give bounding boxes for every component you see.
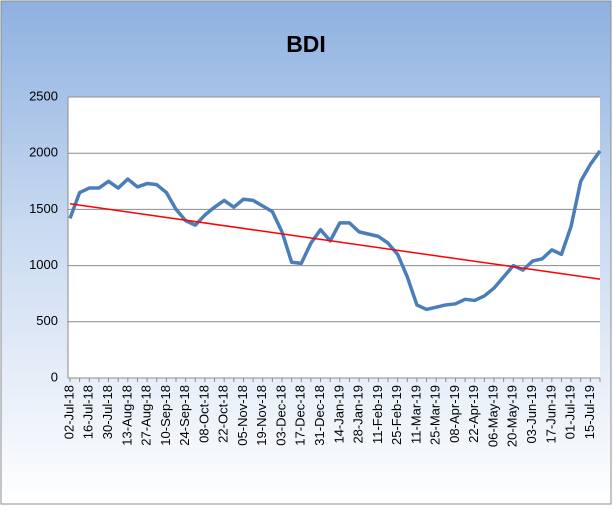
- trend-line: [69, 203, 601, 280]
- x-tick-label: 22-Apr-19: [466, 385, 481, 443]
- x-tick-label: 02-Jul-18: [61, 385, 76, 439]
- x-tick-label: 03-Jun-19: [524, 385, 539, 444]
- x-tick-label: 08-Oct-18: [196, 385, 211, 443]
- x-tick-label: 05-Nov-18: [235, 385, 250, 446]
- x-tick-label: 14-Jan-19: [331, 385, 346, 444]
- x-tick-label: 27-Aug-18: [139, 385, 154, 446]
- y-tick-label: 1000: [29, 257, 58, 272]
- x-tick-label: 19-Nov-18: [254, 385, 269, 446]
- x-tick-label: 01-Jul-19: [563, 385, 578, 439]
- x-tick-label: 24-Sep-18: [177, 385, 192, 446]
- plot-area: [68, 97, 600, 378]
- x-tick-label: 08-Apr-19: [447, 385, 462, 443]
- x-tick-label: 17-Dec-18: [293, 385, 308, 446]
- x-tick-label: 03-Dec-18: [273, 385, 288, 446]
- x-tick-label: 30-Jul-18: [100, 385, 115, 439]
- x-tick-label: 17-Jun-19: [543, 385, 558, 444]
- x-tick-label: 25-Mar-19: [428, 385, 443, 445]
- chart-title: BDI: [286, 31, 326, 57]
- y-tick-label: 500: [36, 313, 58, 328]
- x-tick-label: 06-May-19: [485, 385, 500, 447]
- x-tick-label: 11-Mar-19: [408, 385, 423, 444]
- x-tick-label: 13-Aug-18: [119, 385, 134, 446]
- x-tick-label: 11-Feb-19: [370, 385, 385, 444]
- x-tick-label: 25-Feb-19: [389, 385, 404, 445]
- x-tick-label: 22-Oct-18: [216, 385, 231, 443]
- data-line: [68, 149, 602, 312]
- x-tick-label: 16-Jul-18: [81, 385, 96, 439]
- y-tick-label: 0: [51, 369, 58, 384]
- y-tick-label: 2000: [29, 145, 58, 160]
- x-tick-label: 28-Jan-19: [351, 385, 366, 444]
- y-tick-label: 2500: [29, 88, 58, 103]
- y-tick-label: 1500: [29, 201, 58, 216]
- x-tick-label: 10-Sep-18: [158, 385, 173, 446]
- x-tick-label: 31-Dec-18: [312, 385, 327, 446]
- x-tick-label: 20-May-19: [505, 385, 520, 447]
- x-tick-label: 15-Jul-19: [582, 385, 597, 439]
